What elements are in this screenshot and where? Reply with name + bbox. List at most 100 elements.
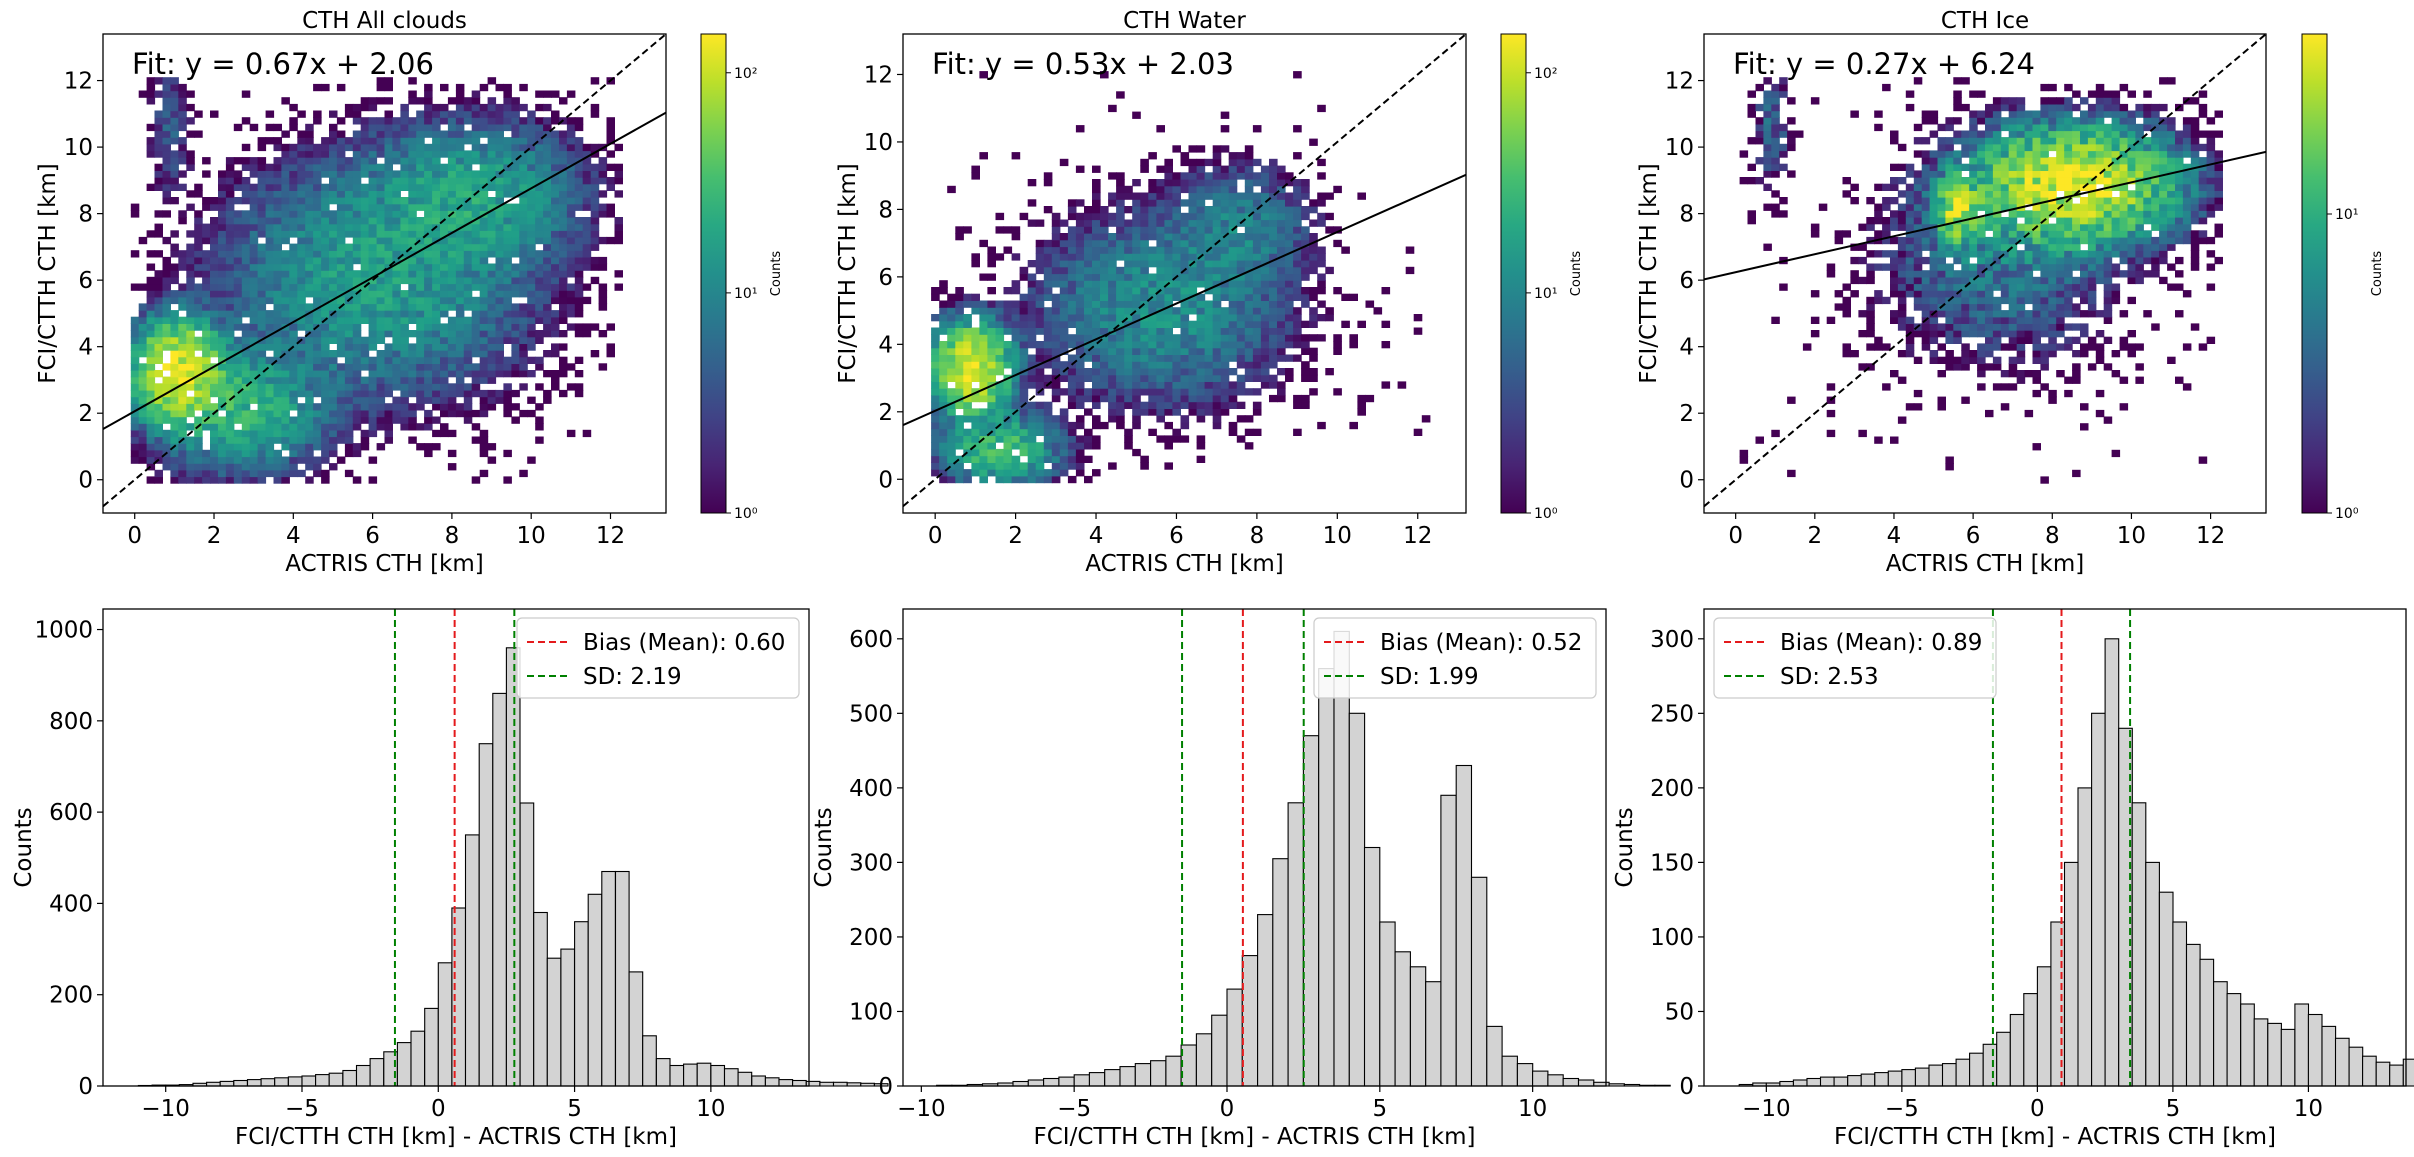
heatmap-cell — [1116, 226, 1125, 234]
heatmap-cell — [344, 177, 354, 185]
heatmap-cell — [971, 334, 980, 342]
heatmap-cell — [1961, 363, 1970, 371]
heatmap-cell — [447, 316, 457, 324]
heatmap-cell — [273, 197, 282, 205]
heatmap-cell — [1890, 183, 1899, 191]
heatmap-cell — [241, 356, 251, 364]
heatmap-cell — [582, 143, 592, 152]
heatmap-cell — [947, 415, 956, 423]
heatmap-cell — [1929, 243, 1939, 251]
heatmap-cell — [1961, 103, 1970, 112]
heatmap-cell — [225, 449, 235, 458]
heatmap-cell — [1140, 455, 1149, 463]
heatmap-cell — [281, 223, 290, 231]
heatmap-cell — [1236, 233, 1246, 241]
heatmap-cell — [289, 263, 298, 271]
heatmap-cell — [178, 456, 187, 464]
heatmap-cell — [1188, 273, 1198, 281]
heatmap-cell — [1236, 334, 1246, 342]
heatmap-cell — [1196, 172, 1206, 180]
heatmap-cell — [1180, 421, 1190, 430]
heatmap-cell — [432, 157, 441, 165]
heatmap-cell — [289, 243, 298, 251]
heatmap-cell — [979, 374, 988, 382]
heatmap-cell — [519, 263, 528, 271]
heatmap-cell — [210, 316, 219, 324]
heatmap-cell — [1293, 293, 1302, 301]
heatmap-cell — [614, 143, 623, 152]
heatmap-cell — [344, 343, 354, 351]
heatmap-cell — [1866, 217, 1875, 225]
heatmap-cell — [1252, 428, 1262, 436]
heatmap-cell — [344, 137, 354, 145]
heatmap-cell — [1236, 354, 1246, 362]
heatmap-cell — [313, 469, 322, 478]
heatmap-cell — [1148, 341, 1157, 349]
heatmap-cell — [1100, 334, 1109, 342]
heatmap-cell — [1953, 130, 1962, 138]
heatmap-cell — [233, 403, 243, 411]
heatmap-cell — [440, 363, 449, 371]
heatmap-cell — [336, 409, 346, 418]
heatmap-cell — [1148, 347, 1157, 355]
heatmap-cell — [352, 243, 362, 251]
heatmap-cell — [1244, 354, 1254, 362]
heatmap-cell — [1132, 219, 1141, 227]
heatmap-cell — [289, 330, 298, 338]
heatmap-cell — [1969, 210, 1978, 218]
heatmap-cell — [1381, 381, 1391, 389]
heatmap-cell — [1132, 347, 1141, 355]
heatmap-cell — [376, 130, 386, 138]
heatmap-cell — [225, 263, 235, 271]
heatmap-cell — [955, 300, 964, 308]
heatmap-cell — [313, 416, 322, 424]
heatmap-cell — [971, 435, 980, 443]
heatmap-cell — [1260, 185, 1270, 194]
heatmap-cell — [1140, 354, 1149, 362]
heatmap-cell — [1810, 290, 1820, 298]
heatmap-cell — [503, 110, 512, 118]
heatmap-cell — [963, 435, 972, 443]
heatmap-cell — [1140, 280, 1149, 288]
heatmap-cell — [1204, 253, 1214, 261]
heatmap-cell — [1913, 197, 1923, 205]
heatmap-cell — [281, 303, 290, 311]
heatmap-cell — [1108, 408, 1117, 416]
heatmap-cell — [971, 455, 980, 463]
heatmap-cell — [1180, 307, 1190, 315]
heatmap-cell — [321, 423, 330, 431]
heatmap-cell — [1252, 354, 1262, 362]
heatmap-cell — [1953, 177, 1962, 185]
heatmap-cell — [1905, 343, 1915, 351]
heatmap-cell — [1059, 455, 1069, 463]
heatmap-cell — [321, 296, 330, 305]
heatmap-cell — [606, 177, 615, 185]
heatmap-cell — [971, 469, 980, 477]
heatmap-cell — [1945, 363, 1954, 371]
heatmap-cell — [297, 143, 306, 152]
heatmap-cell — [1260, 320, 1270, 328]
heatmap-cell — [233, 463, 243, 471]
heatmap-cell — [1866, 363, 1875, 371]
heatmap-cell — [305, 263, 314, 271]
heatmap-cell — [1961, 210, 1970, 218]
heatmap-cell — [1132, 260, 1141, 268]
heatmap-cell — [1204, 314, 1214, 322]
heatmap-cell — [495, 163, 504, 171]
heatmap-cell — [1108, 253, 1117, 261]
heatmap-cell — [519, 236, 528, 245]
heatmap-cell — [1043, 327, 1053, 335]
heatmap-cell — [265, 370, 275, 378]
heatmap-cell — [527, 170, 536, 178]
heatmap-cell — [1293, 179, 1302, 187]
heatmap-cell — [194, 303, 203, 311]
heatmap-cell — [233, 416, 243, 424]
heatmap-cell — [1100, 280, 1109, 288]
heatmap-cell — [352, 230, 362, 238]
heatmap-cell — [471, 183, 481, 191]
heatmap-cell — [289, 163, 298, 171]
heatmap-cell — [931, 374, 940, 382]
heatmap-cell — [202, 463, 211, 471]
heatmap-cell — [210, 330, 219, 338]
heatmap-cell — [1301, 246, 1310, 254]
